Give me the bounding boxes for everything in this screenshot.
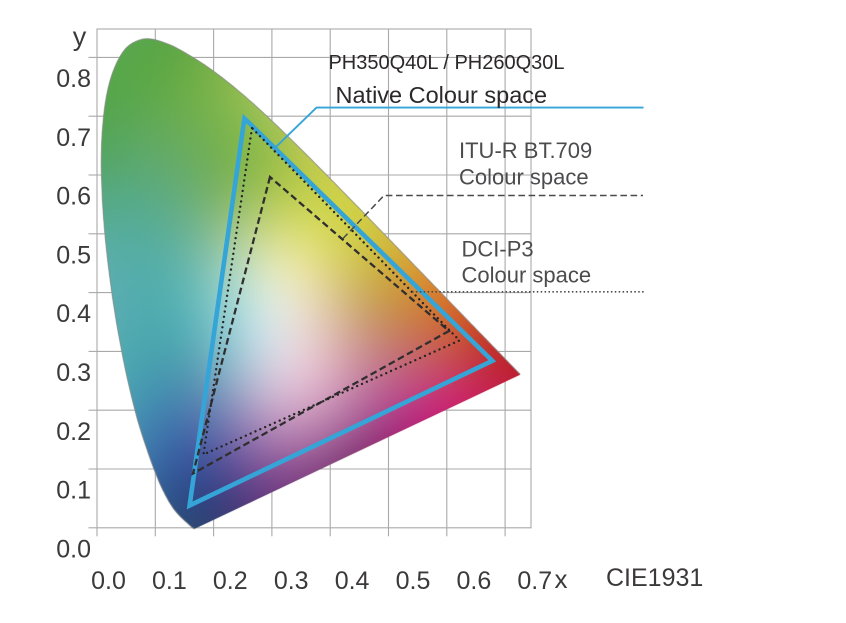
svg-text:PH350Q40L / PH260Q30L: PH350Q40L / PH260Q30L [328,52,564,74]
svg-text:Colour space: Colour space [459,164,589,189]
svg-text:0.6: 0.6 [56,183,91,211]
svg-text:0.7: 0.7 [56,124,91,152]
svg-text:0.6: 0.6 [457,567,492,595]
svg-text:ITU-R BT.709: ITU-R BT.709 [459,138,592,163]
svg-text:0.2: 0.2 [56,418,91,446]
svg-text:0.1: 0.1 [152,567,187,595]
svg-text:0.5: 0.5 [56,241,91,269]
svg-text:0.1: 0.1 [56,477,91,505]
svg-text:x: x [555,564,568,594]
svg-text:0.3: 0.3 [274,567,309,595]
svg-text:CIE1931: CIE1931 [606,564,703,592]
svg-text:0.3: 0.3 [56,359,91,387]
svg-text:0.4: 0.4 [56,300,91,328]
svg-text:0.0: 0.0 [91,567,126,595]
svg-text:0.2: 0.2 [213,567,248,595]
svg-text:0.0: 0.0 [56,535,91,563]
svg-text:0.5: 0.5 [396,567,431,595]
svg-text:Colour space: Colour space [462,262,592,287]
svg-text:0.7: 0.7 [517,567,552,595]
svg-text:DCI-P3: DCI-P3 [462,236,534,261]
svg-text:y: y [73,22,87,52]
svg-text:Native Colour space: Native Colour space [336,82,548,108]
svg-text:0.8: 0.8 [56,65,91,93]
svg-text:0.4: 0.4 [335,567,370,595]
